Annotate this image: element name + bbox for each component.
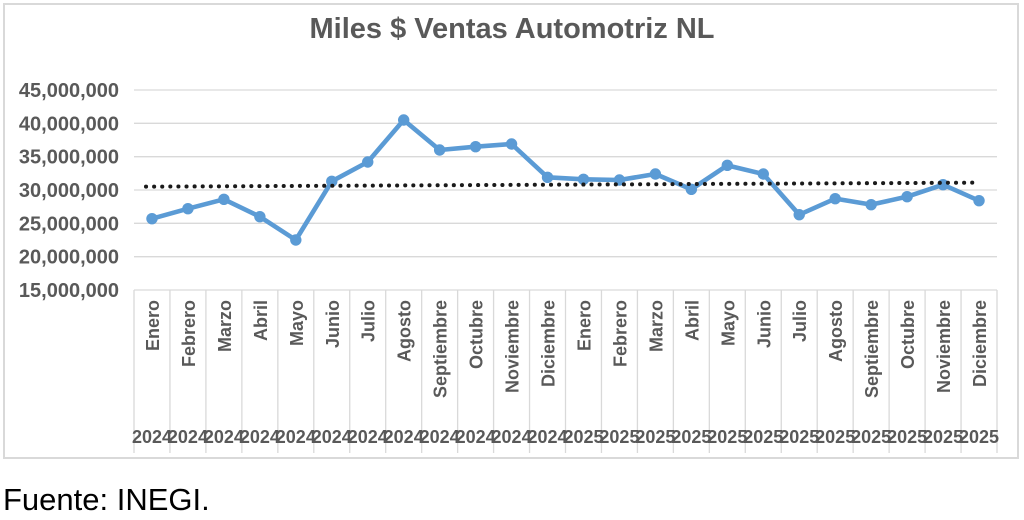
y-axis-labels: 45,000,000 40,000,000 35,000,000 30,000,000… [19,80,119,302]
x-axis-month-label: Septiembre [431,300,451,398]
data-point-marker [290,234,302,246]
x-axis-year-label: 2024 [456,427,496,447]
x-axis-year-label: 2024 [168,427,208,447]
x-axis-month-label: Febrero [179,300,199,367]
data-point-marker [362,156,374,168]
data-point-marker [326,175,338,188]
y-axis-tick-label: 45,000,000 [19,80,119,102]
data-point-marker [469,140,482,153]
data-point-marker [865,198,877,211]
x-axis-month-label: Junio [754,300,774,348]
x-axis-month-label: Marzo [646,300,666,352]
x-axis-month-label: Julio [359,300,379,342]
x-axis-month-label: Julio [790,300,810,342]
sales-line-series [149,117,982,243]
y-axis-tick-label: 40,000,000 [19,113,119,135]
y-axis-tick-label: 20,000,000 [19,247,119,269]
data-point-marker [146,212,158,225]
x-axis-month-label: Abril [251,300,271,341]
x-axis-month-label: Agosto [826,300,846,362]
data-point-marker [433,144,446,156]
x-axis-year-label: 2025 [851,427,891,447]
x-axis-year-label: 2025 [815,427,855,447]
x-axis-year-label: 2024 [312,427,352,447]
x-axis-month-label: Agosto [395,300,415,362]
x-axis-year-label: 2025 [599,427,639,447]
x-axis-year-label: 2025 [671,427,711,447]
data-point-marker [505,138,518,150]
data-point-marker [685,183,698,196]
x-axis-year-label: 2025 [959,427,999,447]
x-axis-month-label: Noviembre [503,300,523,393]
data-point-marker [721,159,734,172]
x-axis-month-label: Mayo [718,300,738,346]
x-axis-year-label: 2024 [492,427,532,447]
data-point-marker [218,193,230,206]
x-axis-month-labels: Enero Febrero Marzo Abril Mayo Junio Julio Agos… [143,300,990,398]
x-axis-month-label: Mayo [287,300,307,346]
x-axis-month-label: Noviembre [934,300,954,393]
data-point-marker [254,210,266,223]
x-axis-month-label: Enero [574,300,594,351]
x-axis-year-label: 2025 [743,427,783,447]
x-axis-month-label: Octubre [467,300,487,369]
data-point-marker [182,202,194,215]
gridlines [134,89,997,291]
x-axis-year-label: 2025 [707,427,747,447]
chart-title: Miles $ Ventas Automotriz NL [309,13,715,45]
x-axis-year-label: 2025 [563,427,603,447]
data-point-marker [973,194,985,207]
x-axis-year-label: 2024 [132,427,172,447]
x-axis-month-label: Enero [143,300,163,351]
y-axis-tick-label: 25,000,000 [19,213,119,235]
x-axis-year-label: 2024 [420,427,460,447]
source-note: Fuente: INEGI. [3,482,210,517]
x-axis-year-label: 2025 [635,427,675,447]
x-axis-year-labels: 2024202420242024202420242024202420242024… [132,427,999,447]
x-axis-month-label: Septiembre [862,300,882,398]
x-axis-month-label: Octubre [898,300,918,369]
x-axis-month-label: Diciembre [970,300,990,387]
x-axis-year-label: 2025 [779,427,819,447]
x-axis-year-label: 2024 [204,427,244,447]
data-point-marker [829,192,841,205]
x-axis-year-label: 2025 [887,427,927,447]
column-separators [133,290,998,453]
x-axis-month-label: Diciembre [539,300,559,387]
x-axis-year-label: 2024 [384,427,424,447]
data-point-marker [901,190,913,203]
x-axis-year-label: 2024 [276,427,316,447]
chart-border [3,3,1019,459]
y-axis-tick-label: 15,000,000 [19,280,119,302]
data-point-marker [541,171,554,184]
x-axis-year-label: 2025 [923,427,963,447]
x-axis-month-label: Febrero [610,300,630,367]
y-axis-tick-label: 35,000,000 [19,147,119,169]
dotted-trendline [143,180,977,189]
data-point-markers [146,114,985,246]
x-axis-month-label: Marzo [215,300,235,352]
x-axis-year-label: 2024 [240,427,280,447]
x-axis-month-label: Abril [682,300,702,341]
data-point-marker [649,168,662,180]
x-axis-year-label: 2024 [527,427,567,447]
data-point-marker [397,114,410,126]
data-point-marker [793,208,805,221]
x-axis-year-label: 2024 [348,427,388,447]
data-point-marker [757,168,769,180]
y-axis-tick-label: 30,000,000 [19,180,119,202]
x-axis-month-label: Junio [323,300,343,348]
data-point-marker [577,173,590,186]
